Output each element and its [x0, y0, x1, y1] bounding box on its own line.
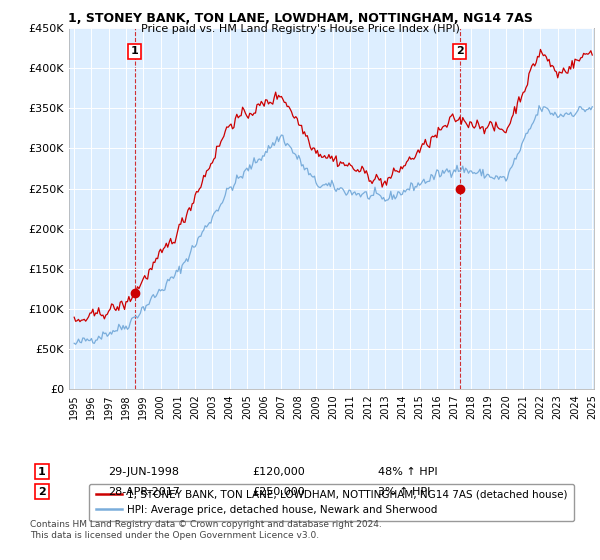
Text: 28-APR-2017: 28-APR-2017	[108, 487, 180, 497]
Text: 1: 1	[38, 466, 46, 477]
Text: £120,000: £120,000	[252, 466, 305, 477]
Text: £250,000: £250,000	[252, 487, 305, 497]
Legend: 1, STONEY BANK, TON LANE, LOWDHAM, NOTTINGHAM, NG14 7AS (detached house), HPI: A: 1, STONEY BANK, TON LANE, LOWDHAM, NOTTI…	[89, 483, 574, 521]
Text: This data is licensed under the Open Government Licence v3.0.: This data is licensed under the Open Gov…	[30, 531, 319, 540]
Text: 29-JUN-1998: 29-JUN-1998	[108, 466, 179, 477]
Text: 2: 2	[456, 46, 464, 57]
Text: 48% ↑ HPI: 48% ↑ HPI	[378, 466, 437, 477]
Text: 2: 2	[38, 487, 46, 497]
Text: 3% ↑ HPI: 3% ↑ HPI	[378, 487, 430, 497]
Text: Price paid vs. HM Land Registry's House Price Index (HPI): Price paid vs. HM Land Registry's House …	[140, 24, 460, 34]
Text: Contains HM Land Registry data © Crown copyright and database right 2024.: Contains HM Land Registry data © Crown c…	[30, 520, 382, 529]
Text: 1: 1	[131, 46, 139, 57]
Text: 1, STONEY BANK, TON LANE, LOWDHAM, NOTTINGHAM, NG14 7AS: 1, STONEY BANK, TON LANE, LOWDHAM, NOTTI…	[68, 12, 532, 25]
